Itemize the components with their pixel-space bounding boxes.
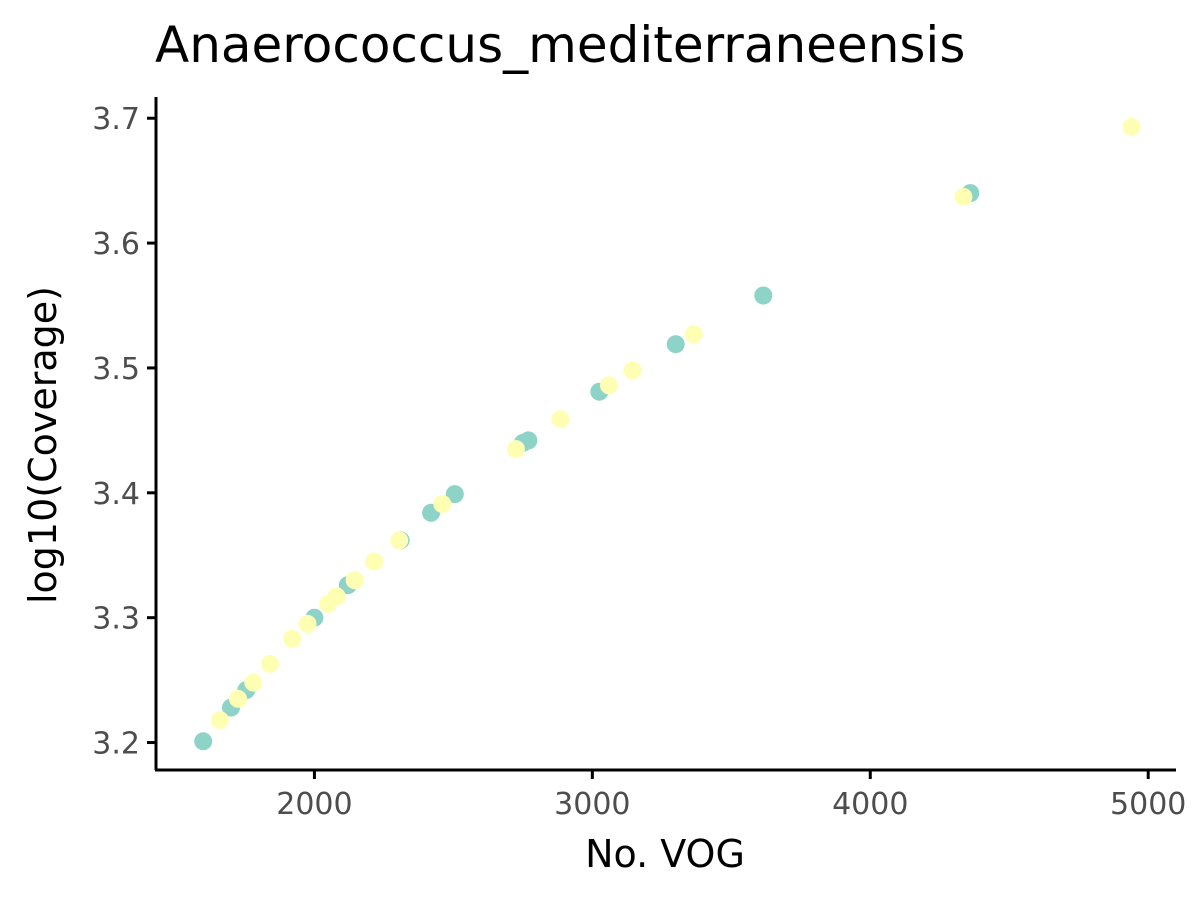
data-point	[365, 552, 384, 571]
x-tick-label: 5000	[1110, 787, 1186, 822]
x-axis-ticks: 2000 3000 4000 5000	[276, 770, 1186, 822]
y-axis-title: log10(Coverage)	[21, 286, 65, 604]
y-tick-label: 3.5	[92, 352, 140, 387]
x-tick-label: 3000	[554, 787, 630, 822]
data-point	[327, 587, 346, 606]
data-point	[754, 286, 773, 305]
x-tick-label: 2000	[276, 787, 352, 822]
data-point	[390, 531, 409, 550]
x-tick-label: 4000	[832, 787, 908, 822]
data-point	[551, 410, 570, 429]
y-tick-label: 3.2	[92, 727, 140, 762]
data-point	[298, 614, 317, 633]
y-axis-ticks: 3.2 3.3 3.4 3.5 3.6 3.7	[92, 102, 156, 762]
data-point	[1122, 118, 1141, 136]
data-point	[506, 440, 525, 459]
y-tick-label: 3.7	[92, 102, 140, 137]
data-points	[194, 118, 1141, 751]
data-point	[229, 689, 247, 708]
data-point	[623, 361, 642, 380]
x-axis-title: No. VOG	[585, 832, 745, 876]
chart-title: Anaerococcus_mediterraneensis	[155, 16, 965, 74]
data-point	[244, 673, 263, 692]
data-point	[600, 376, 618, 395]
data-point	[261, 654, 279, 673]
y-tick-label: 3.3	[92, 602, 140, 637]
data-point	[954, 187, 973, 206]
data-point	[433, 495, 452, 513]
data-point	[283, 629, 302, 648]
data-point	[519, 431, 538, 450]
data-point	[194, 732, 213, 751]
data-point	[684, 325, 703, 344]
data-point	[345, 571, 364, 590]
data-point	[445, 485, 464, 504]
data-point	[666, 335, 685, 354]
y-tick-label: 3.4	[92, 477, 140, 512]
y-tick-label: 3.6	[92, 227, 140, 262]
data-point	[210, 711, 229, 730]
